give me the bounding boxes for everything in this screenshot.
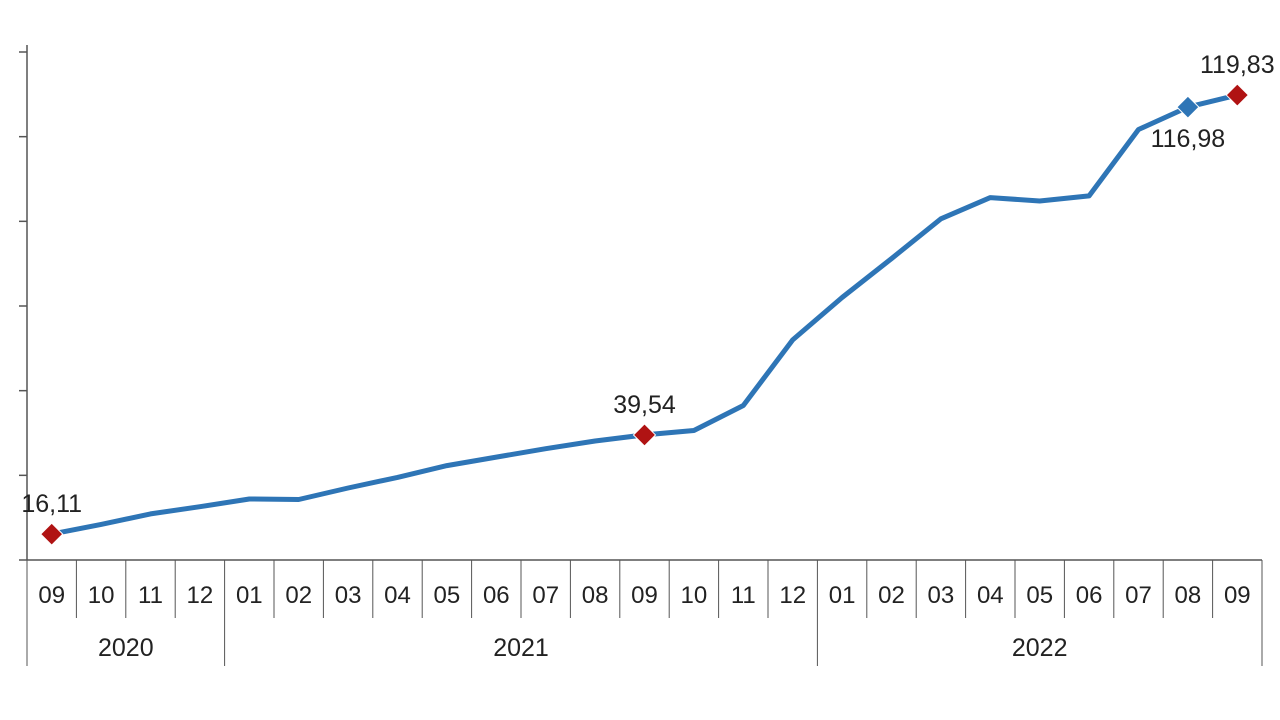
data-marker [1176, 95, 1200, 119]
data-marker [1225, 83, 1250, 107]
data-label: 16,11 [21, 490, 82, 518]
data-marker [39, 522, 64, 546]
x-tick-label: 12 [779, 582, 806, 609]
year-group-label: 2021 [493, 634, 549, 662]
axes [19, 45, 1263, 666]
x-tick-label: 02 [285, 582, 312, 609]
series-line [49, 92, 1240, 537]
x-tick-label: 04 [384, 582, 411, 609]
x-tick-label: 08 [1175, 582, 1202, 609]
data-marker [632, 423, 657, 447]
x-tick-label: 05 [434, 582, 461, 609]
series-layer [49, 92, 1240, 537]
x-tick-label: 10 [88, 582, 115, 609]
markers-layer [39, 83, 1250, 546]
x-tick-label: 12 [187, 582, 214, 609]
x-tick-label: 06 [1076, 582, 1103, 609]
x-tick-label: 08 [582, 582, 609, 609]
x-tick-label: 11 [731, 582, 756, 609]
x-tick-label: 03 [335, 582, 362, 609]
x-tick-label: 03 [928, 582, 955, 609]
x-tick-label: 06 [483, 582, 510, 609]
data-label: 119,83 [1200, 51, 1275, 79]
x-tick-label: 10 [681, 582, 708, 609]
x-tick-label: 07 [532, 582, 559, 609]
x-tick-label: 01 [236, 582, 263, 609]
x-tick-label: 01 [829, 582, 856, 609]
x-tick-label: 04 [977, 582, 1004, 609]
x-tick-label: 02 [878, 582, 905, 609]
x-tick-label: 07 [1125, 582, 1152, 609]
x-tick-label: 11 [138, 582, 163, 609]
x-tick-label: 05 [1026, 582, 1053, 609]
data-label: 39,54 [613, 391, 676, 419]
year-group-label: 2020 [98, 634, 154, 662]
x-tick-label: 09 [631, 582, 658, 609]
labels-layer: 09 10 11 12 01 02 03 04 05 06 07 08 09 10 11 12 01 02 03 04… [21, 51, 1274, 662]
x-tick-label: 09 [1224, 582, 1251, 609]
year-group-label: 2022 [1012, 634, 1068, 662]
data-label: 116,98 [1151, 125, 1226, 153]
x-tick-label: 09 [38, 582, 65, 609]
